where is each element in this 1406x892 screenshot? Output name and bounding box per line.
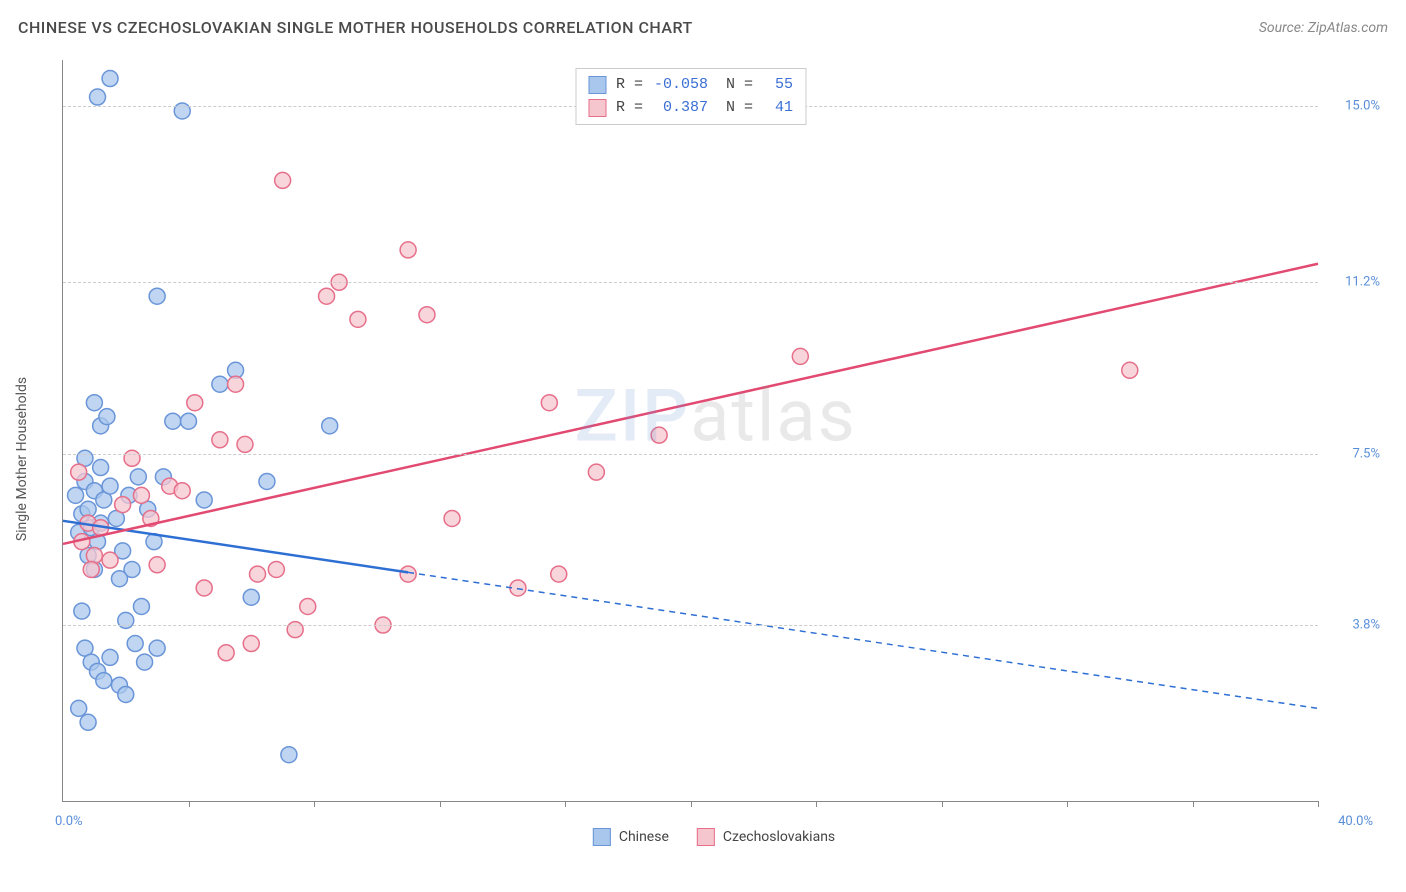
x-axis-min-label: 0.0% — [55, 814, 83, 829]
legend-bottom: Chinese Czechoslovakians — [593, 828, 835, 846]
plot-svg — [63, 60, 1318, 801]
legend-label-chinese: Chinese — [619, 829, 669, 845]
y-axis-label: Single Mother Households — [14, 377, 30, 541]
r-label-2: R = — [616, 97, 643, 120]
legend-bottom-czech: Czechoslovakians — [697, 828, 835, 846]
y-tick-label: 11.2% — [1325, 275, 1380, 290]
legend-bottom-chinese: Chinese — [593, 828, 669, 846]
x-axis-max-label: 40.0% — [1338, 814, 1373, 829]
legend-stats-row-2: R = 0.387 N = 41 — [588, 97, 793, 120]
header-row: CHINESE VS CZECHOSLOVAKIAN SINGLE MOTHER… — [18, 18, 1388, 37]
chart-title: CHINESE VS CZECHOSLOVAKIAN SINGLE MOTHER… — [18, 18, 693, 37]
n-value-2: 41 — [763, 97, 793, 120]
chart-container: Single Mother Households R = -0.058 N = … — [40, 50, 1388, 852]
plot-area: R = -0.058 N = 55 R = 0.387 N = 41 ZIPat… — [62, 60, 1318, 802]
legend-swatch-czech — [588, 99, 606, 117]
r-label: R = — [616, 74, 643, 97]
legend-stats-row-1: R = -0.058 N = 55 — [588, 74, 793, 97]
y-tick-label: 7.5% — [1325, 446, 1380, 461]
legend-swatch-czech-bottom — [697, 828, 715, 846]
r-value-1: -0.058 — [653, 74, 708, 97]
n-label-2: N = — [726, 97, 753, 120]
y-tick-label: 3.8% — [1325, 618, 1380, 633]
r-value-2: 0.387 — [653, 97, 708, 120]
legend-label-czech: Czechoslovakians — [723, 829, 835, 845]
legend-swatch-chinese — [588, 76, 606, 94]
y-tick-label: 15.0% — [1325, 99, 1380, 114]
source-label: Source: ZipAtlas.com — [1259, 20, 1388, 36]
legend-stats-box: R = -0.058 N = 55 R = 0.387 N = 41 — [575, 68, 806, 125]
n-label: N = — [726, 74, 753, 97]
legend-swatch-chinese-bottom — [593, 828, 611, 846]
n-value-1: 55 — [763, 74, 793, 97]
